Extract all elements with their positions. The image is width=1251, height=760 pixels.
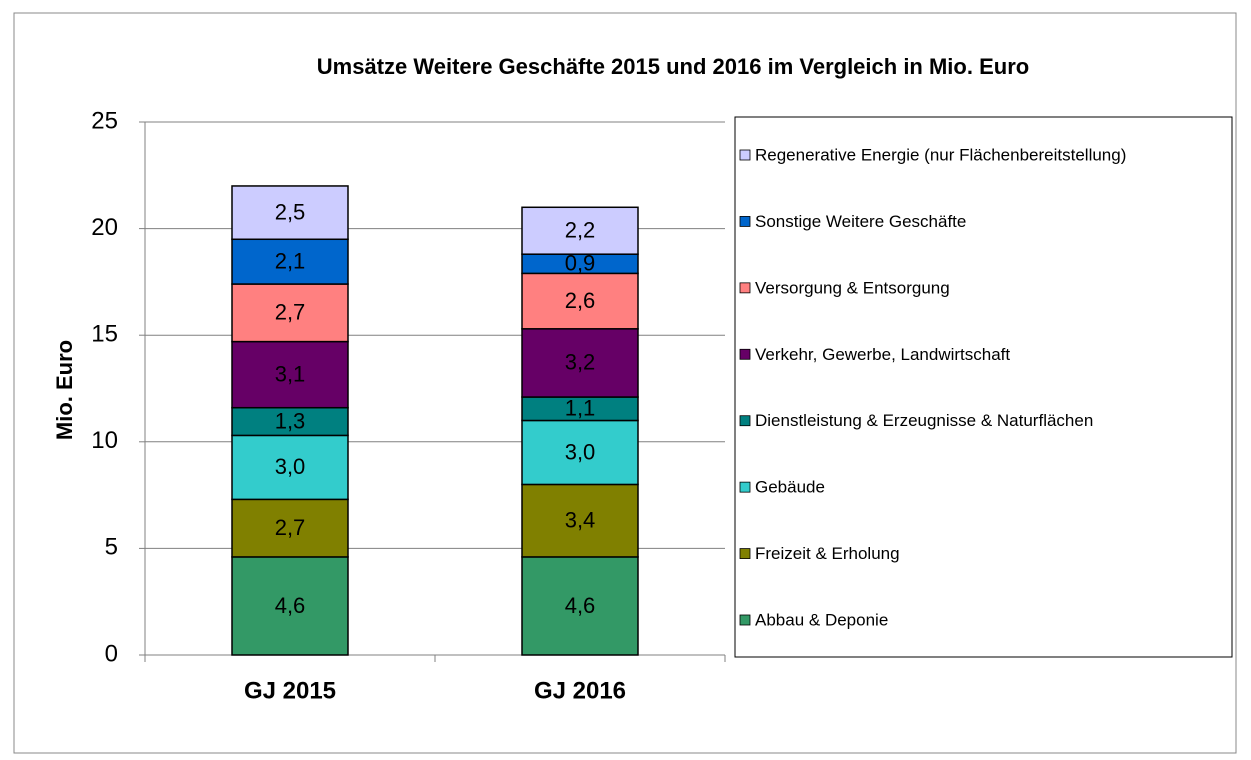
bar-segment xyxy=(521,206,639,255)
bar-segment xyxy=(231,556,349,656)
y-tick-label: 5 xyxy=(105,534,118,561)
bar-segment xyxy=(521,556,639,656)
y-tick-label: 10 xyxy=(91,427,118,454)
legend-label: Dienstleistung & Erzeugnisse & Naturfläc… xyxy=(755,411,1093,430)
legend-label: Gebäude xyxy=(755,478,825,497)
y-tick-label: 0 xyxy=(105,640,118,667)
bar-segment xyxy=(231,434,349,501)
legend-swatch xyxy=(739,614,751,626)
bar-segment xyxy=(231,238,349,285)
x-tick-label: GJ 2016 xyxy=(534,677,626,704)
data-label: 1,3 xyxy=(275,408,306,433)
data-label: 2,1 xyxy=(275,248,306,273)
x-tick-label: GJ 2015 xyxy=(244,677,336,704)
legend-label: Regenerative Energie (nur Flächenbereits… xyxy=(755,145,1126,164)
data-label: 4,6 xyxy=(565,593,596,618)
bar-segment xyxy=(521,419,639,486)
data-label: 2,7 xyxy=(275,300,306,325)
data-label: 3,0 xyxy=(275,454,306,479)
data-label: 4,6 xyxy=(275,593,306,618)
data-label: 3,1 xyxy=(275,361,306,386)
legend-swatch xyxy=(739,548,751,559)
legend-swatch xyxy=(739,149,751,161)
data-label: 2,7 xyxy=(275,515,306,540)
data-label: 3,2 xyxy=(565,350,596,375)
bar-segment xyxy=(521,272,639,330)
bar-segment xyxy=(521,328,639,398)
legend-label: Verkehr, Gewerbe, Landwirtschaft xyxy=(755,345,1010,364)
legend-label: Abbau & Deponie xyxy=(755,610,888,629)
data-label: 3,4 xyxy=(565,507,596,532)
data-label: 2,5 xyxy=(275,199,306,224)
y-axis-label: Mio. Euro xyxy=(52,340,77,440)
bar-segment xyxy=(231,340,349,409)
legend-label: Sonstige Weitere Geschäfte xyxy=(755,212,966,231)
y-tick-label: 20 xyxy=(91,214,118,241)
bar-segment xyxy=(231,406,349,437)
legend-box xyxy=(734,116,1233,658)
data-label: 2,2 xyxy=(565,218,596,243)
legend-swatch xyxy=(739,282,751,294)
data-label: 1,1 xyxy=(565,396,596,421)
legend-swatch xyxy=(739,348,751,360)
chart-title: Umsätze Weitere Geschäfte 2015 und 2016 … xyxy=(317,54,1029,79)
legend-swatch xyxy=(739,481,751,493)
bar-segment xyxy=(521,483,639,558)
legend-label: Versorgung & Entsorgung xyxy=(755,278,950,297)
bar-segment xyxy=(231,498,349,558)
bar-segment xyxy=(231,185,349,241)
data-label: 2,6 xyxy=(565,288,596,313)
y-tick-label: 25 xyxy=(91,107,118,134)
data-label: 3,0 xyxy=(565,439,596,464)
legend-label: Freizeit & Erholung xyxy=(755,544,900,563)
legend-swatch xyxy=(739,415,751,427)
y-tick-label: 15 xyxy=(91,321,118,348)
legend-swatch xyxy=(739,216,751,227)
